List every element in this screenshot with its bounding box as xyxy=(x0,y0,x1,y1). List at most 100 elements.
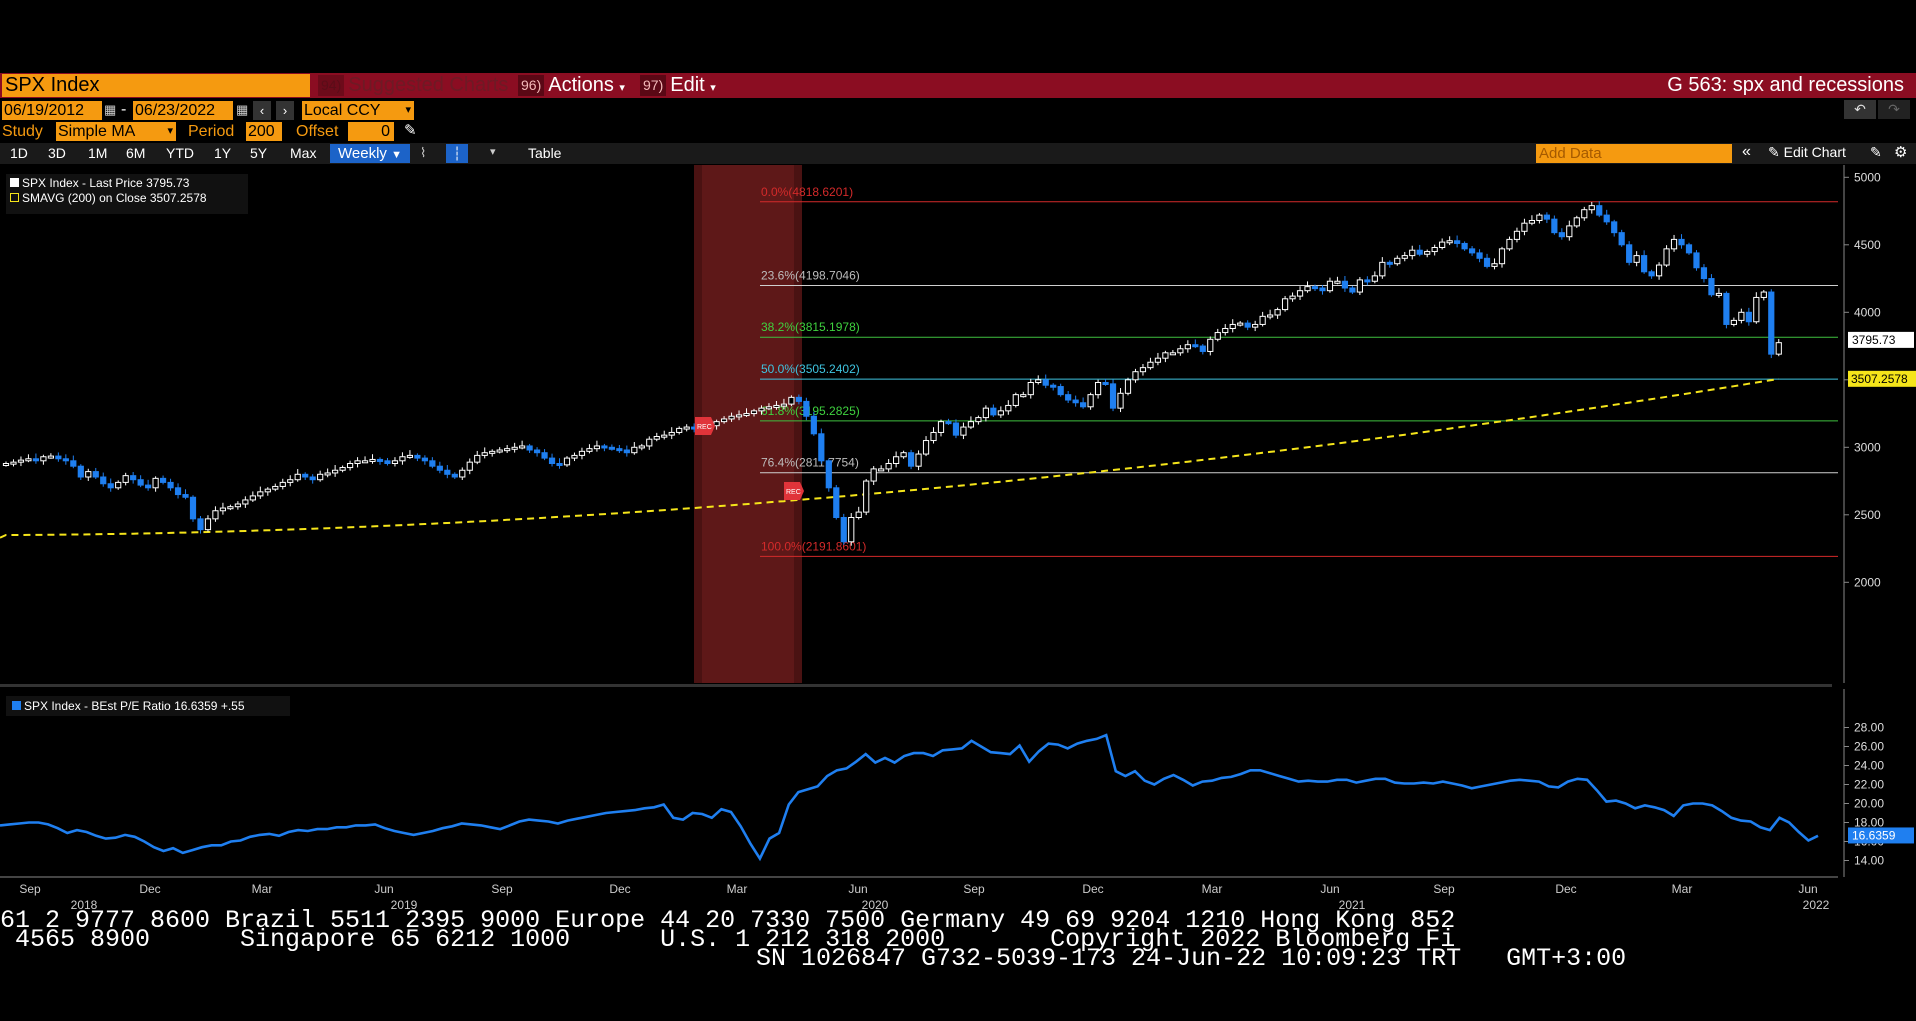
table-button[interactable]: Table xyxy=(528,145,562,161)
candle-body xyxy=(773,404,780,408)
candle-body xyxy=(735,414,743,418)
chevron-down-icon[interactable]: ▾ xyxy=(490,146,496,158)
candle-body xyxy=(982,407,989,419)
price-chart[interactable]: 0.0%(4818.6201) 23.6%(4198.7046) 38.2%(381… xyxy=(0,165,1916,685)
candle-body xyxy=(1394,257,1401,265)
suggested-charts-number: 94) xyxy=(318,75,345,97)
recession-marker xyxy=(695,417,715,435)
range-button-3d[interactable]: 3D xyxy=(48,145,66,161)
y-axis-label: 4000 xyxy=(1854,305,1881,319)
pe-y-axis-label: 28.00 xyxy=(1854,721,1884,735)
candle-body xyxy=(1222,328,1229,334)
candle-body xyxy=(1050,384,1057,388)
candle-body xyxy=(25,458,32,462)
gear-icon[interactable]: ⚙ xyxy=(1894,144,1908,161)
candle-body xyxy=(1596,205,1603,216)
candle-body xyxy=(17,459,25,463)
candle-body xyxy=(1214,332,1221,340)
candle-body xyxy=(616,448,623,452)
next-arrow-icon[interactable]: › xyxy=(276,101,294,120)
candle-body xyxy=(1371,275,1378,282)
candlestick-icon[interactable]: ┆ xyxy=(446,144,468,163)
edit-button[interactable]: 97) Edit ▾ xyxy=(640,74,716,97)
legend-pe-name: SPX Index - BEst P/E Ratio xyxy=(24,699,171,713)
candle-body xyxy=(1715,292,1723,296)
candle-body xyxy=(1139,367,1147,373)
candle-body xyxy=(421,457,428,462)
candle-body xyxy=(1199,345,1206,352)
candle-body xyxy=(519,445,526,449)
edit-chart-button[interactable]: ✎ Edit Chart xyxy=(1768,144,1846,161)
undo-icon[interactable]: ↶ xyxy=(1844,100,1876,119)
candle-body xyxy=(915,453,922,467)
pe-ratio-chart[interactable]: 28.0026.0024.0022.0020.0018.0016.0014.00… xyxy=(0,687,1916,912)
range-button-1y[interactable]: 1Y xyxy=(214,145,232,161)
candle-body xyxy=(952,422,960,436)
candle-body xyxy=(818,433,825,462)
candle-body xyxy=(1274,309,1281,316)
candle-body xyxy=(1035,379,1042,384)
candle-body xyxy=(227,506,234,510)
pane-divider[interactable] xyxy=(0,684,1832,687)
range-button-6m[interactable]: 6M xyxy=(126,145,146,161)
y-axis-label: 2500 xyxy=(1854,508,1881,522)
pencil-icon[interactable]: ✎ xyxy=(404,122,417,139)
candle-body xyxy=(429,460,436,467)
ticker-input[interactable]: SPX Index xyxy=(2,74,310,97)
candle-body xyxy=(526,445,533,451)
frequency-select[interactable]: Weekly ▼ xyxy=(330,144,410,163)
x-axis-month-label: Dec xyxy=(1082,882,1103,896)
previous-arrow-icon[interactable]: ‹ xyxy=(253,101,271,120)
candle-body xyxy=(242,499,249,505)
end-date-input[interactable]: 06/23/2022 xyxy=(133,101,233,120)
study-select[interactable]: Simple MA ▾ xyxy=(56,122,176,141)
x-axis-month-label: Dec xyxy=(139,882,160,896)
x-axis-month-label: Jun xyxy=(1320,882,1339,896)
candle-body xyxy=(661,434,668,438)
candle-body xyxy=(1237,322,1244,326)
range-button-5y[interactable]: 5Y xyxy=(250,145,268,161)
candle-body xyxy=(1573,217,1580,227)
candle-body xyxy=(765,406,773,410)
sma-price-value: 3507.2578 xyxy=(1851,372,1908,386)
calendar-icon[interactable]: ▦ xyxy=(236,102,249,117)
candle-body xyxy=(459,469,466,478)
currency-select[interactable]: Local CCY ▾ xyxy=(302,101,414,120)
range-button-1d[interactable]: 1D xyxy=(10,145,28,161)
redo-icon[interactable]: ↷ xyxy=(1878,100,1910,119)
offset-input[interactable]: 0 xyxy=(348,122,394,141)
footer-line-1: 61 2 9777 8600 Brazil 5511 2395 9000 Eur… xyxy=(0,906,1456,935)
candle-body xyxy=(1461,242,1468,250)
period-input[interactable]: 200 xyxy=(246,122,282,141)
actions-label: Actions xyxy=(548,74,614,96)
candle-body xyxy=(1005,404,1012,412)
legend-sma-name: SMAVG (200) on Close xyxy=(22,191,147,205)
chart-settings-icon[interactable]: ✎ xyxy=(1870,144,1882,160)
candle-body xyxy=(720,418,728,423)
candle-body xyxy=(1581,209,1588,219)
collapse-icon[interactable]: « xyxy=(1742,143,1751,160)
range-button-1m[interactable]: 1M xyxy=(88,145,108,161)
candle-body xyxy=(1498,248,1506,265)
candle-body xyxy=(1409,249,1416,257)
x-axis-month-label: Jun xyxy=(848,882,867,896)
candle-body xyxy=(212,510,219,520)
candle-body xyxy=(219,507,227,512)
candle-body xyxy=(676,427,683,433)
x-axis-year-label: 2021 xyxy=(1339,898,1366,912)
suggested-charts-button[interactable]: 94) Suggested Charts xyxy=(318,74,508,97)
start-date-input[interactable]: 06/19/2012 xyxy=(2,101,102,120)
calendar-icon[interactable]: ▦ xyxy=(104,102,117,117)
candle-body xyxy=(130,475,137,481)
range-button-ytd[interactable]: YTD xyxy=(166,145,194,161)
line-chart-icon[interactable]: ⌇ xyxy=(420,145,427,160)
candle-body xyxy=(563,457,571,466)
range-button-max[interactable]: Max xyxy=(290,145,317,161)
footer-line-2: 4565 8900 Singapore 65 6212 1000 U.S. 1 … xyxy=(0,925,1456,954)
candle-body xyxy=(481,452,488,456)
add-data-input[interactable]: Add Data xyxy=(1536,144,1732,163)
candle-body xyxy=(758,407,765,412)
candle-body xyxy=(1341,280,1349,289)
candle-body xyxy=(1678,238,1685,246)
actions-button[interactable]: 96) Actions ▾ xyxy=(518,74,625,97)
